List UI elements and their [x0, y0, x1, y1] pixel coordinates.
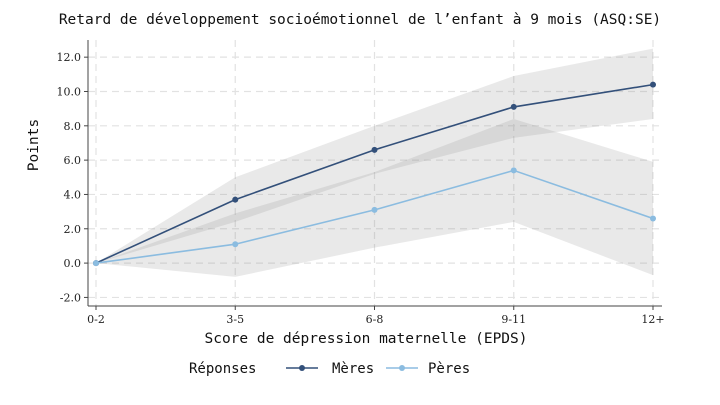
- legend-label-peres: Pères: [428, 361, 470, 377]
- x-tick-label-2: 6-8: [366, 313, 384, 326]
- legend-title: Réponses: [189, 361, 256, 377]
- series-0-point-4: [650, 81, 656, 88]
- plot-area: -2.0 0.0 2.0 4.0 6.0 8.0 10.0 12.0 0-2 3-5 6-8 9-11…: [57, 40, 665, 326]
- series-1-point-0: [93, 260, 99, 267]
- x-tick-label-4: 12+: [641, 313, 664, 326]
- legend-label-meres: Mères: [332, 361, 374, 377]
- y-tick-label-7: 12.0: [57, 51, 82, 64]
- y-tick-label-0: -2.0: [60, 291, 81, 304]
- series-0-point-1: [232, 196, 239, 203]
- series-0-point-2: [371, 146, 378, 153]
- x-tick-label-3: 9-11: [501, 313, 526, 326]
- y-tick-label-6: 10.0: [57, 85, 82, 98]
- x-tick-label-1: 3-5: [226, 313, 244, 326]
- x-tick-label-0: 0-2: [87, 313, 105, 326]
- y-tick-label-3: 4.0: [64, 188, 82, 201]
- series-1-point-2: [371, 206, 378, 213]
- x-axis-title: Score de dépression maternelle (EPDS): [204, 331, 527, 347]
- y-tick-label-5: 8.0: [64, 120, 82, 133]
- y-tick-label-1: 0.0: [64, 257, 82, 270]
- y-axis-title: Points: [26, 119, 42, 171]
- y-tick-label-2: 2.0: [64, 223, 82, 236]
- chart-title: Retard de développement socioémotionnel …: [59, 12, 661, 28]
- legend-marker-meres: [299, 365, 305, 371]
- series-0-point-3: [510, 103, 517, 110]
- series-1-point-3: [510, 167, 517, 174]
- series-1-point-4: [650, 215, 656, 222]
- y-tick-label-4: 6.0: [64, 154, 82, 167]
- series-1-point-1: [232, 241, 239, 248]
- legend-marker-peres: [399, 365, 405, 371]
- legend: Réponses Mères Pères: [189, 361, 470, 377]
- ci-band-0: [96, 48, 653, 264]
- ci-band-1: [96, 118, 653, 277]
